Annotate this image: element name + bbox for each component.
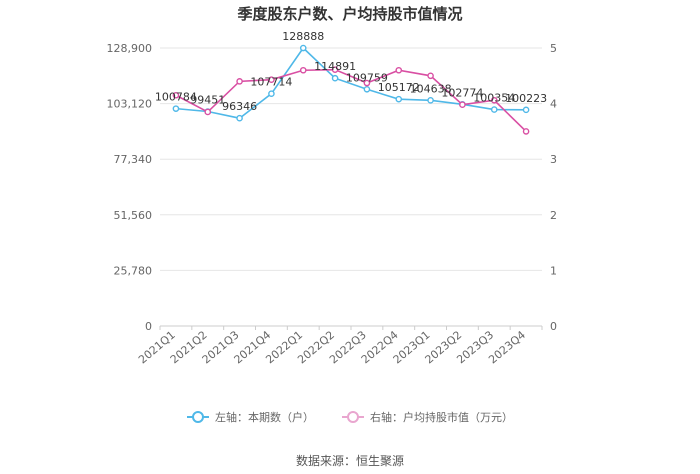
data-label: 100223: [505, 92, 547, 105]
data-label: 104638: [410, 82, 452, 95]
legend-item-left-series[interactable]: 左轴：本期数（户）: [187, 409, 314, 425]
right-series-point: [331, 66, 339, 73]
legend: 左轴：本期数（户） 右轴：户均持股市值（万元）: [0, 409, 700, 425]
data-label: 114891: [314, 60, 356, 73]
data-label: 105172: [378, 81, 420, 94]
right-series-point: [427, 72, 434, 80]
x-axis-ticks: 2021Q12021Q22021Q32021Q42022Q12022Q22022…: [136, 328, 528, 366]
data-label: 100354: [473, 92, 515, 105]
right-axis-tick-label: 1: [550, 264, 557, 277]
right-axis-tick-label: 4: [550, 98, 557, 111]
right-axis-tick-label: 5: [550, 42, 557, 55]
right-axis-ticks: 0 1 2 3 4 5: [550, 42, 557, 333]
right-series-point: [459, 101, 466, 109]
data-label: 96346: [222, 100, 257, 113]
data-source: 数据来源：恒生聚源: [295, 454, 404, 468]
legend-label-left-series: 左轴：本期数（户）: [215, 411, 314, 424]
left-series-point: [395, 95, 403, 103]
right-series-point: [172, 91, 180, 99]
left-series-line: [175, 46, 527, 120]
left-series-point: [363, 85, 371, 93]
grid-lines: [159, 47, 543, 330]
right-series-point: [490, 96, 498, 104]
left-series-point: [331, 74, 339, 82]
legend-item-right-series[interactable]: 右轴：户均持股市值（万元）: [342, 409, 513, 425]
right-series-point: [363, 79, 371, 87]
data-label: 99451: [190, 94, 225, 107]
left-axis-tick-label: 25,780: [114, 264, 153, 277]
right-series-point: [268, 76, 275, 83]
right-axis-tick-label: 3: [550, 153, 557, 166]
data-label: 102774: [441, 86, 483, 99]
legend-blue-marker-icon: [187, 411, 209, 423]
right-series-line: [175, 68, 527, 132]
data-label: 128888: [282, 30, 324, 43]
data-label: 107714: [250, 76, 292, 89]
right-series-point: [299, 66, 307, 74]
left-axis-tick-label: 103,120: [107, 98, 153, 111]
left-series-point: [268, 90, 275, 97]
right-series-point: [236, 78, 243, 85]
legend-label-right-series: 右轴：户均持股市值（万元）: [370, 411, 513, 424]
data-label: 100784: [155, 91, 197, 104]
right-axis-tick-label: 2: [550, 209, 557, 222]
line-chart: 0 25,780 51,560 77,340 103,120 128,900 0 1 2 3 4 5…: [107, 30, 558, 366]
left-axis-tick-label: 51,560: [114, 209, 153, 222]
left-series-point: [299, 44, 307, 52]
data-label: 109759: [346, 71, 388, 84]
right-series-point: [395, 66, 403, 74]
left-series-point: [427, 97, 434, 104]
left-axis-tick-label: 128,900: [107, 42, 153, 55]
series-layer: [172, 44, 530, 135]
left-series-point: [490, 106, 498, 113]
left-series-point: [172, 105, 180, 112]
right-series-point: [522, 128, 530, 135]
left-axis-ticks: 0 25,780 51,560 77,340 103,120 128,900: [107, 42, 153, 333]
legend-pink-marker-icon: [342, 411, 364, 423]
left-axis-tick-label: 77,340: [114, 153, 153, 166]
right-series-point: [204, 108, 212, 116]
left-series-point: [522, 106, 530, 114]
left-series-point: [236, 114, 243, 122]
right-axis-tick-label: 0: [550, 320, 557, 333]
chart-title: 季度股东户数、户均持股市值情况: [237, 5, 463, 23]
left-axis-tick-label: 0: [145, 320, 152, 333]
